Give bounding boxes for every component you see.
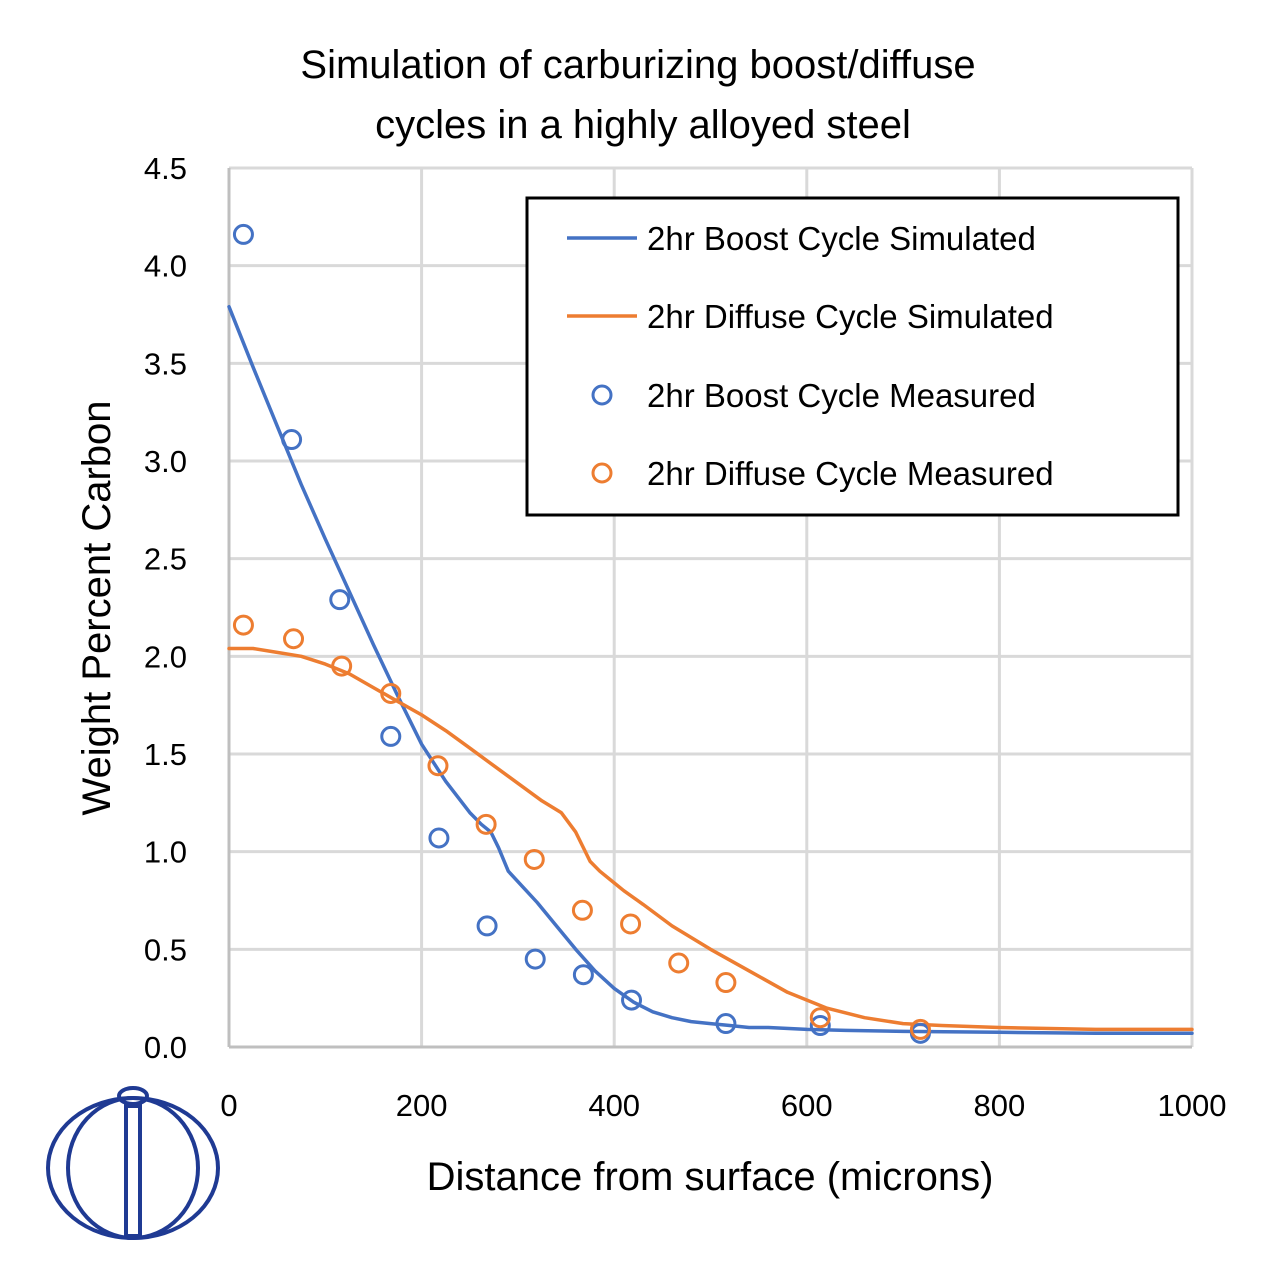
data-point [281, 429, 303, 451]
series-line-1 [227, 646, 1194, 1032]
data-point [475, 813, 497, 835]
series-line-0 [227, 304, 1194, 1036]
y-tick-label: 3.0 [144, 444, 187, 479]
y-axis-title: Weight Percent Carbon [75, 400, 119, 815]
data-point [620, 913, 642, 935]
legend-label: 2hr Diffuse Cycle Simulated [647, 298, 1054, 335]
data-point [909, 1018, 931, 1040]
tick-labels: 0.0 0.5 1.0 1.5 2.0 2.5 3.0 3.5 4.0 4.5 0 200 400 600… [144, 151, 1227, 1123]
x-tick-label: 1000 [1158, 1088, 1227, 1123]
chart-title-line-2: cycles in a highly alloyed steel [375, 103, 911, 147]
data-point [715, 972, 737, 994]
y-tick-label: 2.0 [144, 639, 187, 674]
data-point [232, 223, 254, 245]
data-point [329, 589, 351, 611]
data-point [283, 628, 305, 650]
data-point [523, 848, 545, 870]
y-tick-label: 3.5 [144, 346, 187, 381]
y-tick-label: 2.5 [144, 542, 187, 577]
data-point [621, 989, 643, 1011]
data-point [809, 1015, 831, 1037]
legend-label: 2hr Boost Cycle Simulated [647, 220, 1036, 257]
y-tick-label: 4.0 [144, 249, 187, 284]
x-axis-title: Distance from surface (microns) [427, 1155, 994, 1199]
series [227, 223, 1194, 1044]
logo-bar [124, 1104, 142, 1238]
data-point [809, 1007, 831, 1029]
legend-circle-marker [591, 462, 613, 484]
legend: 2hr Boost Cycle Simulated 2hr Diffuse Cyc… [525, 196, 1180, 517]
data-point [232, 614, 254, 636]
legend-label: 2hr Diffuse Cycle Measured [647, 455, 1054, 492]
y-tick-label: 1.5 [144, 737, 187, 772]
chart-title-line-1: Simulation of carburizing boost/diffuse [300, 43, 975, 87]
data-point [572, 964, 594, 986]
data-point [715, 1013, 737, 1035]
x-tick-label: 400 [588, 1088, 640, 1123]
axes [227, 168, 1192, 1049]
data-point [476, 915, 498, 937]
y-tick-label: 0.0 [144, 1030, 187, 1065]
data-point [524, 948, 546, 970]
x-tick-label: 200 [396, 1088, 448, 1123]
data-point [380, 725, 402, 747]
x-tick-label: 600 [781, 1088, 833, 1123]
x-tick-label: 800 [974, 1088, 1026, 1123]
y-tick-label: 0.5 [144, 932, 187, 967]
data-point [427, 755, 449, 777]
data-point [668, 952, 690, 974]
data-point [428, 827, 450, 849]
legend-box [525, 196, 1180, 517]
legend-label: 2hr Boost Cycle Measured [647, 377, 1036, 414]
data-point [571, 899, 593, 921]
data-point [380, 682, 402, 704]
data-point [331, 655, 353, 677]
legend-circle-marker [591, 384, 613, 406]
y-tick-label: 4.5 [144, 151, 187, 186]
x-tick-label: 0 [220, 1088, 237, 1123]
y-tick-label: 1.0 [144, 835, 187, 870]
logo [46, 1086, 220, 1240]
